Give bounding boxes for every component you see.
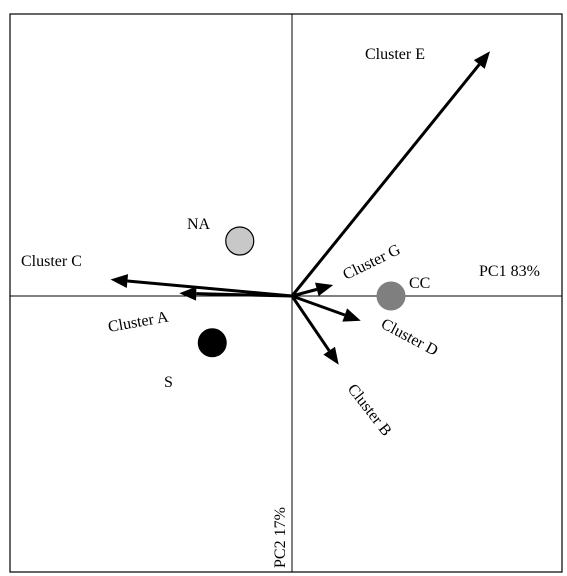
cluster-c-arrowhead bbox=[110, 274, 129, 289]
cluster-e-arrowhead bbox=[473, 51, 490, 69]
cluster-a-vector bbox=[196, 292, 293, 298]
sample-points: NA S CC bbox=[164, 216, 430, 391]
na-point-label: NA bbox=[187, 216, 211, 233]
pc1-axis-label: PC1 83% bbox=[479, 263, 540, 280]
s-point bbox=[197, 328, 227, 358]
cluster-e-vector bbox=[290, 63, 481, 297]
cluster-b-vector bbox=[290, 295, 331, 352]
cluster-c-vector bbox=[127, 279, 293, 298]
cluster-d-vector bbox=[291, 294, 346, 317]
cluster-d-arrowhead bbox=[342, 308, 361, 322]
plot-frame bbox=[9, 13, 563, 573]
cc-point-label: CC bbox=[409, 275, 430, 292]
na-point bbox=[225, 226, 255, 256]
cluster-b-arrowhead bbox=[323, 346, 339, 365]
cluster-g-vector bbox=[291, 287, 318, 298]
cc-point bbox=[376, 281, 406, 311]
pc2-axis-label: PC2 17% bbox=[272, 507, 289, 568]
cluster-g-arrowhead bbox=[315, 282, 334, 297]
cluster-e-label: Cluster E bbox=[365, 46, 425, 63]
cluster-a-arrowhead bbox=[179, 286, 197, 301]
cluster-c-label: Cluster C bbox=[21, 253, 82, 270]
s-point-label: S bbox=[164, 374, 173, 391]
